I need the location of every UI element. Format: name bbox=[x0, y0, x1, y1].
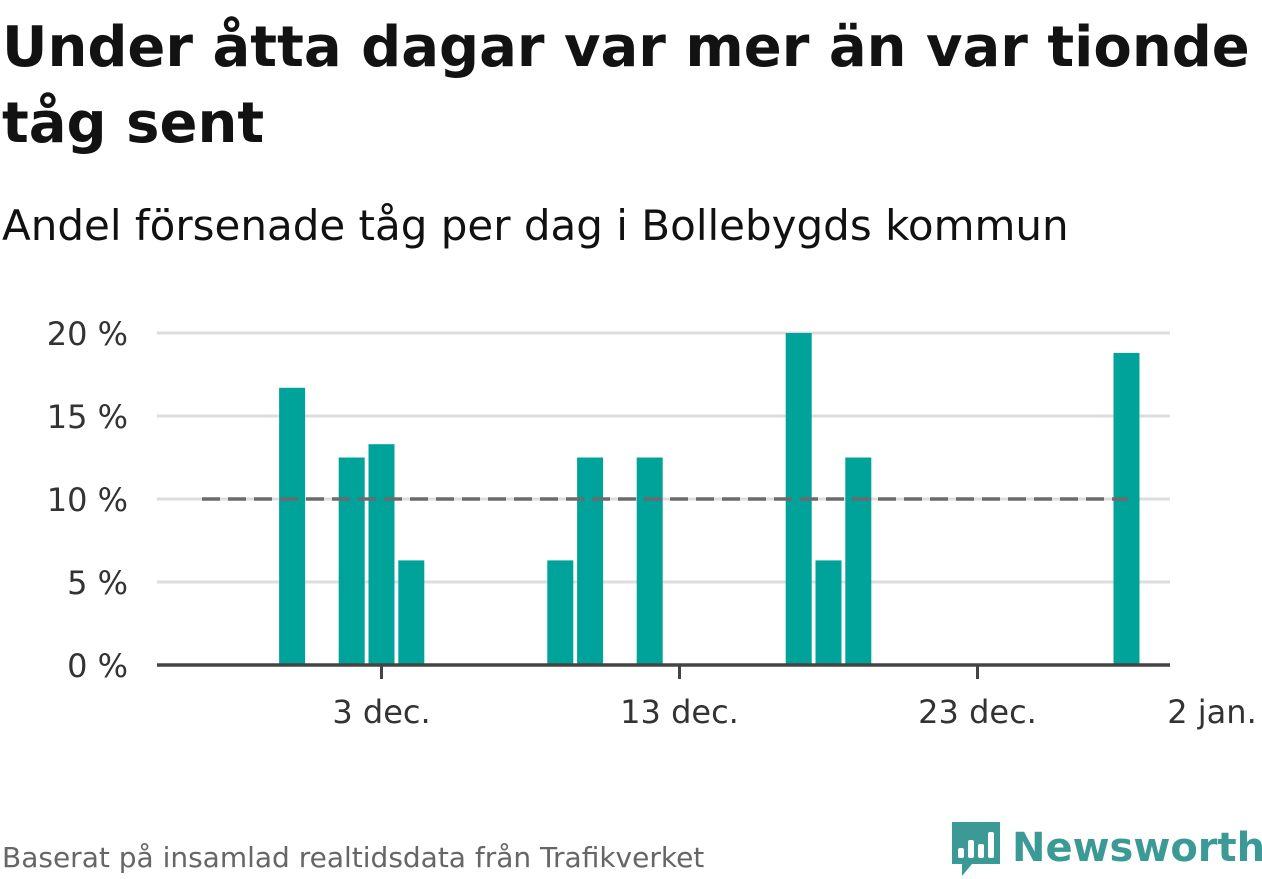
y-tick-label: 20 % bbox=[47, 315, 128, 353]
y-tick-label: 0 % bbox=[67, 647, 128, 685]
bar bbox=[845, 457, 872, 665]
bar bbox=[1113, 352, 1140, 665]
y-tick-label: 10 % bbox=[47, 481, 128, 519]
bar bbox=[547, 560, 574, 665]
y-tick-label: 5 % bbox=[67, 564, 128, 602]
chart-title: Under åtta dagar var mer än var tionde t… bbox=[2, 15, 1250, 156]
bar bbox=[815, 560, 842, 665]
x-tick-label: 3 dec. bbox=[332, 693, 430, 731]
bar bbox=[368, 444, 395, 665]
brand-name: Newsworthy bbox=[1012, 825, 1262, 871]
bar-chart: 0 % 5 % 10 % 15 % 20 % 3 dec. 13 dec. 23 dec. 2 … bbox=[47, 315, 1257, 731]
bar bbox=[398, 560, 425, 665]
bar bbox=[636, 457, 663, 665]
y-tick-label: 15 % bbox=[47, 398, 128, 436]
x-tick-label: 13 dec. bbox=[620, 693, 739, 731]
x-tick-label: 23 dec. bbox=[918, 693, 1037, 731]
bar bbox=[279, 387, 306, 665]
x-tick-label: 2 jan. bbox=[1167, 693, 1256, 731]
bar bbox=[338, 457, 365, 665]
source-note: Baserat på insamlad realtidsdata från Tr… bbox=[2, 841, 705, 874]
brand-logo[interactable]: Newsworthy bbox=[950, 818, 1262, 878]
newsworthy-chart-icon bbox=[952, 822, 1000, 876]
chart-subtitle: Andel försenade tåg per dag i Bollebygds… bbox=[2, 201, 1069, 250]
bar bbox=[577, 457, 604, 665]
